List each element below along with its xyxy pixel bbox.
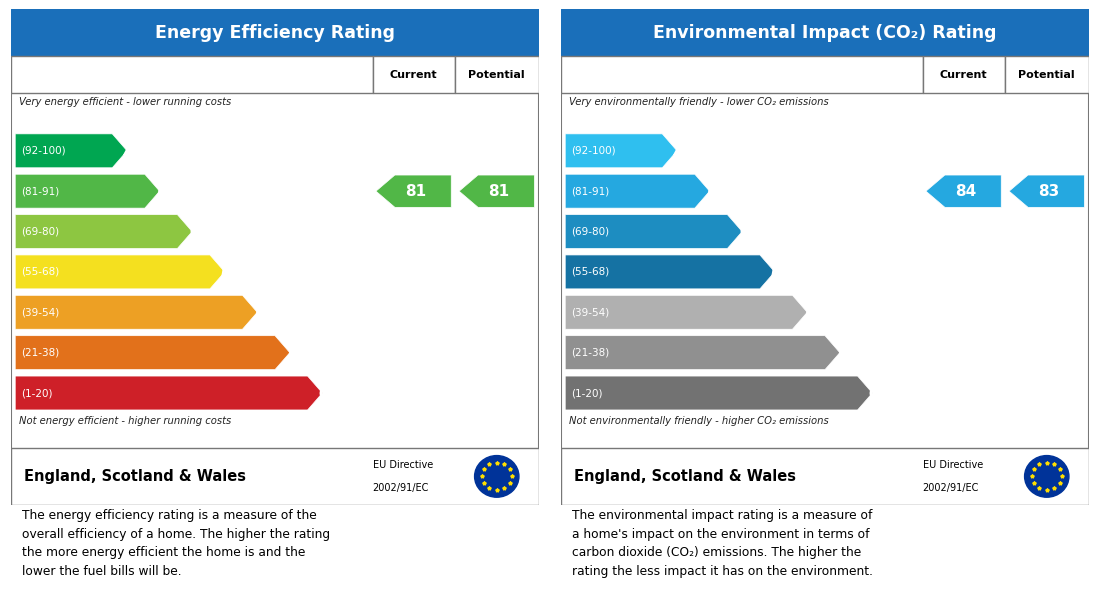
Bar [454,56,539,94]
Text: Environmental Impact (CO₂) Rating: Environmental Impact (CO₂) Rating [653,24,997,42]
Text: (21-38): (21-38) [22,348,59,357]
Polygon shape [926,175,1001,207]
Text: F: F [837,345,848,360]
Polygon shape [565,296,807,329]
Text: 81: 81 [488,184,509,199]
Text: F: F [287,345,298,360]
Text: (92-100): (92-100) [572,146,616,156]
Text: E: E [805,305,815,320]
Text: Not environmentally friendly - higher CO₂ emissions: Not environmentally friendly - higher CO… [569,416,828,426]
Text: 2002/91/EC: 2002/91/EC [923,483,979,493]
Text: C: C [739,224,750,239]
Polygon shape [565,376,872,410]
Text: Current: Current [389,70,438,80]
Bar [11,448,539,505]
Circle shape [474,455,519,497]
Text: (69-80): (69-80) [572,226,609,237]
Text: (92-100): (92-100) [22,146,66,156]
Text: A: A [674,143,685,159]
Text: EU Directive: EU Directive [923,460,983,470]
Polygon shape [459,175,535,207]
Text: (55-68): (55-68) [572,267,609,277]
Text: 83: 83 [1038,184,1059,199]
Text: 2002/91/EC: 2002/91/EC [373,483,429,493]
Polygon shape [565,255,774,289]
Text: England, Scotland & Wales: England, Scotland & Wales [24,469,246,484]
Text: Potential: Potential [469,70,525,80]
Text: (21-38): (21-38) [572,348,609,357]
Text: G: G [319,386,331,400]
Bar [561,56,923,94]
Text: Current: Current [939,70,988,80]
Text: (55-68): (55-68) [22,267,59,277]
Bar [561,9,1089,56]
Bar [923,56,1004,94]
Bar [561,448,1089,505]
Polygon shape [15,215,192,248]
Polygon shape [15,255,224,289]
Text: A: A [124,143,135,159]
Text: (1-20): (1-20) [22,388,53,398]
Polygon shape [565,336,839,370]
Polygon shape [376,175,451,207]
Text: Very environmentally friendly - lower CO₂ emissions: Very environmentally friendly - lower CO… [569,97,828,108]
Text: (81-91): (81-91) [22,186,59,196]
Circle shape [1024,455,1069,497]
Polygon shape [15,296,257,329]
Polygon shape [15,134,128,168]
Text: (81-91): (81-91) [572,186,609,196]
Polygon shape [15,376,322,410]
Text: 81: 81 [405,184,426,199]
Text: (39-54): (39-54) [572,307,609,317]
Polygon shape [565,174,710,208]
Text: EU Directive: EU Directive [373,460,433,470]
Text: The energy efficiency rating is a measure of the
overall efficiency of a home. T: The energy efficiency rating is a measur… [22,509,330,578]
Bar [11,56,373,94]
Polygon shape [565,134,678,168]
Text: (69-80): (69-80) [22,226,59,237]
Text: The environmental impact rating is a measure of
a home's impact on the environme: The environmental impact rating is a mea… [572,509,872,578]
Text: Energy Efficiency Rating: Energy Efficiency Rating [155,24,395,42]
Text: (39-54): (39-54) [22,307,59,317]
Text: B: B [156,184,168,199]
Text: D: D [771,264,783,280]
Text: England, Scotland & Wales: England, Scotland & Wales [574,469,796,484]
Polygon shape [565,215,742,248]
Polygon shape [1009,175,1085,207]
Text: C: C [189,224,200,239]
Polygon shape [15,336,289,370]
Text: (1-20): (1-20) [572,388,603,398]
Text: 84: 84 [955,184,976,199]
Bar [11,9,539,56]
Text: E: E [255,305,265,320]
Polygon shape [15,174,159,208]
Text: G: G [869,386,881,400]
Text: B: B [706,184,718,199]
Text: Not energy efficient - higher running costs: Not energy efficient - higher running co… [19,416,231,426]
Text: Very energy efficient - lower running costs: Very energy efficient - lower running co… [19,97,231,108]
Text: D: D [221,264,233,280]
Bar [1004,56,1089,94]
Bar [373,56,454,94]
Text: Potential: Potential [1019,70,1075,80]
